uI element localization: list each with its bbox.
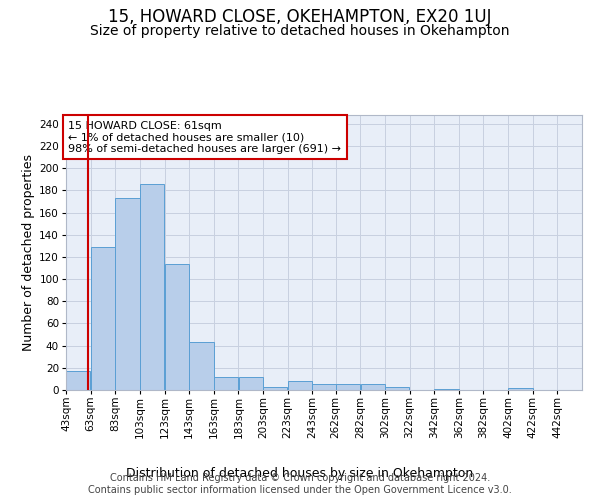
- Bar: [66, 371, 91, 390]
- Bar: [313, 384, 337, 390]
- Y-axis label: Number of detached properties: Number of detached properties: [22, 154, 35, 351]
- Text: Contains HM Land Registry data © Crown copyright and database right 2024.
Contai: Contains HM Land Registry data © Crown c…: [88, 474, 512, 495]
- Bar: [434, 389, 458, 390]
- Bar: [115, 198, 140, 390]
- Text: 15, HOWARD CLOSE, OKEHAMPTON, EX20 1UJ: 15, HOWARD CLOSE, OKEHAMPTON, EX20 1UJ: [108, 8, 492, 26]
- Bar: [385, 386, 409, 390]
- Bar: [140, 184, 164, 390]
- Text: Size of property relative to detached houses in Okehampton: Size of property relative to detached ho…: [90, 24, 510, 38]
- Bar: [288, 381, 312, 390]
- Bar: [91, 247, 115, 390]
- Bar: [508, 388, 533, 390]
- Text: Distribution of detached houses by size in Okehampton: Distribution of detached houses by size …: [127, 468, 473, 480]
- Text: 15 HOWARD CLOSE: 61sqm
← 1% of detached houses are smaller (10)
98% of semi-deta: 15 HOWARD CLOSE: 61sqm ← 1% of detached …: [68, 120, 341, 154]
- Bar: [165, 264, 189, 390]
- Bar: [214, 376, 238, 390]
- Bar: [263, 386, 287, 390]
- Bar: [361, 384, 385, 390]
- Bar: [190, 342, 214, 390]
- Bar: [336, 384, 360, 390]
- Bar: [239, 376, 263, 390]
